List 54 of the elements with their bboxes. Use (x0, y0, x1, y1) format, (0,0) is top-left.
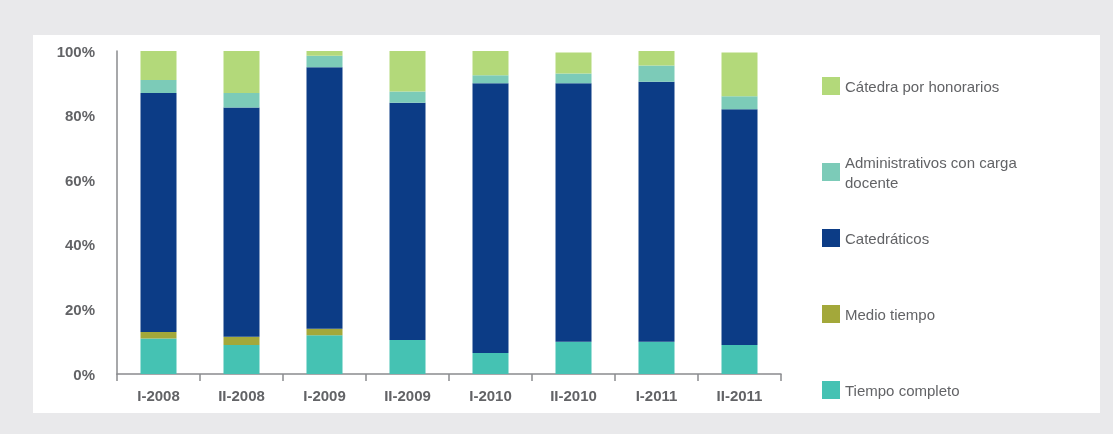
x-tick-label: II-2008 (218, 387, 265, 404)
bar (306, 51, 343, 56)
bar (223, 344, 260, 374)
y-tick-label: 40% (64, 236, 95, 254)
legend-label: Medio tiempo (845, 305, 936, 323)
legend-label: Administrativos con carga docente (845, 153, 1021, 191)
bar (223, 51, 260, 93)
bar (389, 51, 426, 92)
bar (140, 332, 177, 339)
bar (721, 344, 758, 374)
bar (223, 107, 260, 337)
y-tick-label: 80% (64, 107, 95, 125)
bar (555, 83, 592, 342)
bar (721, 52, 758, 97)
bar (223, 92, 260, 108)
bar (555, 73, 592, 84)
y-tick-label: 60% (64, 171, 95, 189)
legend-label: Cátedra por honorarios (845, 77, 1000, 95)
bar (555, 341, 592, 374)
x-tick-label: II-2009 (384, 387, 431, 404)
x-tick-label: II-2011 (716, 387, 763, 404)
bar (472, 51, 509, 76)
x-tick-label: II-2010 (550, 387, 597, 404)
bar (389, 340, 426, 374)
bar (472, 353, 509, 374)
bar (140, 80, 177, 93)
bar (472, 75, 509, 84)
legend-label: Catedráticos (845, 229, 930, 247)
legend-label: Tiempo completo (845, 381, 960, 399)
bar (555, 52, 592, 74)
bar (389, 91, 426, 103)
bar (389, 102, 426, 341)
y-tick-label: 0% (73, 365, 95, 383)
bar (721, 96, 758, 110)
bar (472, 83, 509, 354)
bar (721, 109, 758, 345)
bar (140, 51, 177, 81)
bar (306, 67, 343, 329)
bar (306, 328, 343, 336)
bar (223, 336, 260, 345)
bar (140, 338, 177, 374)
bar (638, 341, 675, 374)
bar (638, 81, 675, 342)
x-tick-label: I-2011 (635, 387, 678, 404)
x-tick-label: I-2008 (137, 387, 180, 404)
bar (638, 65, 675, 82)
bar (140, 92, 177, 333)
bar (306, 55, 343, 68)
bar (638, 51, 675, 66)
bar (306, 335, 343, 374)
y-tick-label: 20% (64, 300, 95, 318)
y-tick-label: 100% (56, 42, 95, 60)
x-tick-label: I-2009 (303, 387, 346, 404)
x-tick-label: I-2010 (469, 387, 512, 404)
